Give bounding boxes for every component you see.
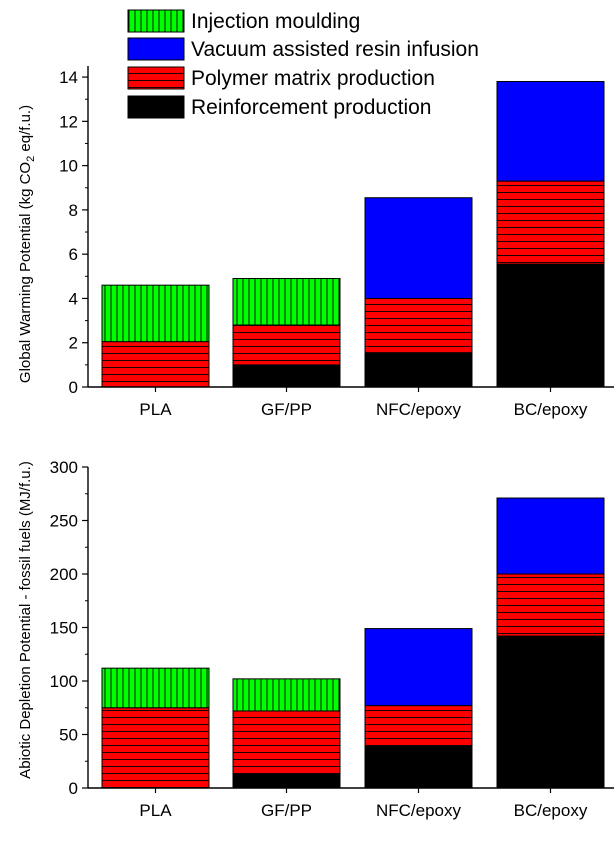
y-tick-label-top-3: 6	[69, 245, 78, 264]
chart-global-warming: Global Warming Potential (kg CO2 eq/f.u.…	[17, 66, 614, 419]
x-tick-label-top-0: PLA	[139, 400, 172, 419]
bar-top-reinforcement-2	[364, 352, 473, 388]
y-tick-label-bottom-3: 150	[50, 619, 78, 638]
y-axis-title-top-tail: eq/f.u.)	[17, 105, 34, 156]
y-tick-label-top-1: 2	[69, 334, 78, 353]
bar-top-polymer-3	[496, 180, 605, 265]
bar-bottom-polymer-3	[496, 573, 605, 637]
y-tick-label-bottom-4: 200	[50, 565, 78, 584]
y-axis-title-top-main: Global Warming Potential (kg CO	[17, 162, 34, 383]
bar-bottom-polymer-2	[364, 705, 473, 747]
x-tick-label-top-2: NFC/epoxy	[376, 400, 462, 419]
legend-swatch-injection	[127, 9, 185, 33]
y-axis-title-top-sub: 2	[25, 156, 37, 162]
y-axis-title-bottom: Abiotic Depletion Potential - fossil fue…	[17, 461, 34, 779]
bar-top-vari-2	[364, 197, 473, 299]
bar-bottom-polymer-1	[232, 710, 341, 775]
x-tick-label-bottom-3: BC/epoxy	[514, 801, 588, 820]
x-tick-label-top-3: BC/epoxy	[514, 400, 588, 419]
bar-bottom-injection-1	[232, 678, 341, 712]
bar-top-injection-0	[101, 284, 210, 343]
legend-label-polymer: Polymer matrix production	[191, 67, 435, 90]
bar-bottom-vari-2	[364, 628, 473, 707]
legend-swatch-reinforcement	[127, 95, 185, 119]
legend-swatch-vari	[127, 37, 185, 61]
bar-top-vari-3	[496, 80, 605, 182]
bar-bottom-reinforcement-3	[496, 635, 605, 789]
bar-bottom-injection-0	[101, 667, 210, 709]
legend: Injection moulding Vacuum assisted resin…	[127, 9, 479, 119]
bar-bottom-polymer-0	[101, 707, 210, 789]
bar-top-polymer-2	[364, 297, 473, 354]
bar-bottom-reinforcement-1	[232, 773, 341, 789]
y-axis-title-top: Global Warming Potential (kg CO2 eq/f.u.…	[17, 105, 37, 383]
legend-label-reinforcement: Reinforcement production	[191, 96, 431, 119]
bar-top-polymer-1	[232, 324, 341, 366]
y-tick-label-bottom-1: 50	[59, 726, 78, 745]
legend-swatch-polymer	[127, 66, 185, 90]
bar-top-reinforcement-3	[496, 263, 605, 388]
x-tick-label-top-1: GF/PP	[261, 400, 312, 419]
y-tick-label-top-0: 0	[69, 378, 78, 397]
chart-abiotic-depletion: Abiotic Depletion Potential - fossil fue…	[17, 458, 614, 820]
legend-label-injection: Injection moulding	[191, 10, 360, 33]
y-tick-label-bottom-2: 100	[50, 672, 78, 691]
x-tick-label-bottom-2: NFC/epoxy	[376, 801, 462, 820]
y-tick-label-top-6: 12	[59, 112, 78, 131]
y-tick-label-bottom-5: 250	[50, 512, 78, 531]
bar-top-injection-1	[232, 278, 341, 326]
y-tick-label-top-4: 8	[69, 201, 78, 220]
bar-bottom-reinforcement-2	[364, 745, 473, 789]
x-tick-label-bottom-1: GF/PP	[261, 801, 312, 820]
bar-top-reinforcement-1	[232, 364, 341, 388]
y-tick-label-bottom-6: 300	[50, 458, 78, 477]
y-tick-label-bottom-0: 0	[69, 779, 78, 798]
y-tick-label-top-5: 10	[59, 157, 78, 176]
legend-label-vari: Vacuum assisted resin infusion	[191, 38, 479, 61]
bar-top-polymer-0	[101, 341, 210, 388]
y-tick-label-top-7: 14	[59, 68, 78, 87]
x-tick-label-bottom-0: PLA	[139, 801, 172, 820]
y-tick-label-top-2: 4	[69, 289, 78, 308]
bar-bottom-vari-3	[496, 497, 605, 575]
y-axis-title-bottom-main: Abiotic Depletion Potential - fossil fue…	[17, 461, 34, 779]
